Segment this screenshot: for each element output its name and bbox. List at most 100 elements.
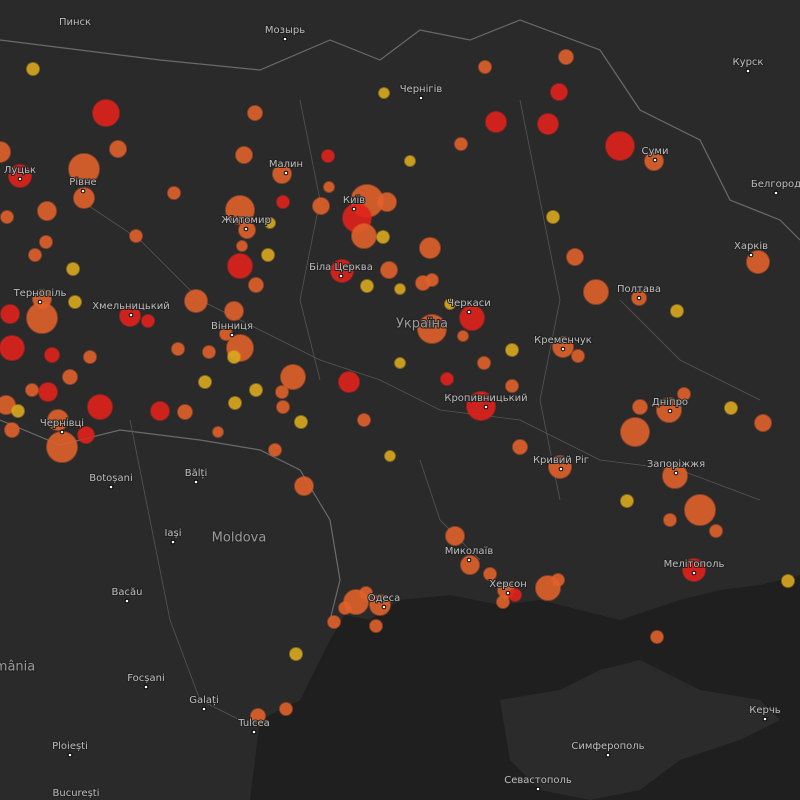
case-marker [376, 230, 390, 244]
case-marker [28, 248, 42, 262]
case-marker [709, 524, 723, 538]
city-dot [505, 590, 511, 596]
city-dot [59, 429, 65, 435]
case-marker [460, 555, 480, 575]
city-dot [673, 470, 679, 476]
case-marker [167, 186, 181, 200]
city-dot [691, 570, 697, 576]
city-dot [283, 170, 289, 176]
city-label: Курск [733, 57, 764, 68]
case-marker [62, 369, 78, 385]
city-dot [667, 408, 673, 414]
case-marker [505, 343, 519, 357]
case-marker [330, 259, 354, 283]
case-marker [394, 283, 406, 295]
case-marker [294, 476, 314, 496]
city-dot [67, 752, 73, 758]
case-marker [360, 279, 374, 293]
case-marker [571, 349, 585, 363]
city-label: Луцьк [4, 165, 36, 176]
case-marker [68, 295, 82, 309]
case-marker [338, 601, 352, 615]
city-dot [143, 684, 149, 690]
case-marker [338, 371, 360, 393]
case-marker [0, 210, 14, 224]
case-marker [457, 330, 469, 342]
city-dot [535, 786, 541, 792]
case-marker [321, 149, 335, 163]
city-label: Рівне [69, 176, 96, 188]
case-marker [0, 335, 25, 361]
case-marker [384, 450, 396, 462]
city-label: Мозырь [265, 25, 305, 36]
city-label: Кропивницький [444, 393, 527, 404]
case-marker [25, 383, 39, 397]
city-label: Київ [343, 195, 365, 206]
case-marker [236, 240, 248, 252]
city-label: Одеса [368, 593, 401, 604]
case-marker [202, 345, 216, 359]
case-marker [485, 111, 507, 133]
case-marker [249, 383, 263, 397]
case-marker [225, 195, 255, 225]
case-marker [26, 62, 40, 76]
city-label: Tulcea [237, 718, 269, 729]
city-label: Ploiești [52, 741, 88, 752]
city-dot [251, 729, 257, 735]
city-label: Botoșani [89, 473, 132, 484]
case-marker [620, 494, 634, 508]
case-marker [369, 619, 383, 633]
case-marker [77, 426, 95, 444]
city-dot [418, 95, 424, 101]
case-marker [227, 253, 253, 279]
case-marker [684, 494, 716, 526]
case-marker [235, 146, 253, 164]
case-marker [351, 223, 377, 249]
city-dot [243, 226, 249, 232]
case-marker [459, 305, 485, 331]
case-marker [357, 413, 371, 427]
case-marker [184, 289, 208, 313]
region-label: Україна [396, 317, 448, 332]
city-label: Пинск [59, 17, 91, 28]
case-marker [0, 141, 11, 163]
city-dot [124, 598, 130, 604]
case-marker [73, 187, 95, 209]
city-dot [748, 252, 754, 258]
city-dot [483, 404, 489, 410]
city-label: Малин [269, 159, 303, 170]
case-marker [378, 87, 390, 99]
city-label: București [53, 788, 100, 799]
city-label: Вінниця [211, 320, 253, 332]
city-label: Чернівці [40, 417, 84, 429]
case-marker [550, 83, 568, 101]
city-label: Iași [164, 528, 181, 539]
case-marker [109, 140, 127, 158]
case-marker [312, 197, 330, 215]
case-marker [380, 261, 398, 279]
case-marker [264, 217, 276, 229]
case-marker [781, 574, 795, 588]
city-dot [193, 479, 199, 485]
case-marker [141, 314, 155, 328]
case-marker [537, 113, 559, 135]
case-marker [677, 387, 691, 401]
case-marker [87, 394, 113, 420]
case-marker [171, 342, 185, 356]
case-marker [551, 573, 565, 587]
case-marker [478, 60, 492, 74]
case-marker [44, 347, 60, 363]
case-marker [394, 357, 406, 369]
case-marker [327, 615, 341, 629]
case-marker [150, 401, 170, 421]
case-marker [377, 192, 397, 212]
case-marker [0, 304, 20, 324]
case-marker [445, 526, 465, 546]
case-marker [276, 400, 290, 414]
case-marker [247, 105, 263, 121]
case-marker [583, 279, 609, 305]
case-marker [417, 314, 447, 344]
city-dot [351, 206, 357, 212]
case-marker [272, 164, 292, 184]
